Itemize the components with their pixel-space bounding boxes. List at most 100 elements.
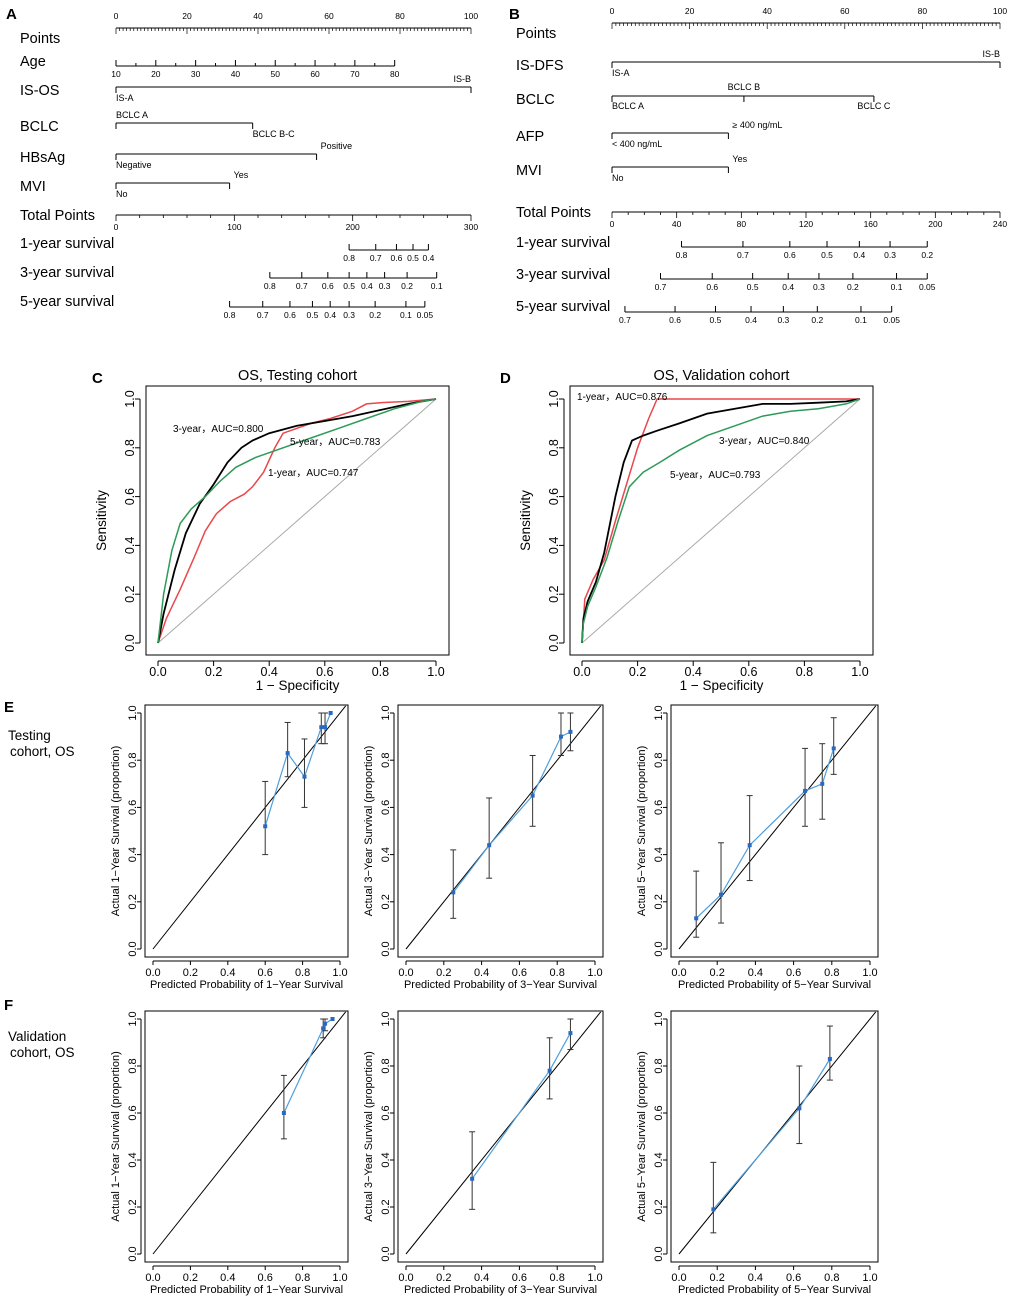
b-row-1-year-survival-tick-label: 0.7 [737, 250, 749, 260]
b-row-is-dfs-right-label: IS-B [982, 49, 1000, 59]
cal-e1-xlabel: Predicted Probability of 1−Year Survival [150, 979, 343, 991]
a-row-age-tick-label: 10 [111, 69, 121, 79]
cal-f1-ideal-line [152, 1011, 347, 1255]
b-row-3-year-survival-tick-label: 0.4 [782, 282, 794, 292]
cal-f3-x-tick-label: 1.0 [862, 1272, 877, 1284]
cal-e2-observed-line [452, 731, 571, 893]
a-row-mvi-right-label: Yes [234, 170, 249, 180]
a-row-5-year-survival-tick-label: 0.2 [369, 310, 381, 320]
roc-c-y-tick-label: 0.8 [123, 439, 137, 456]
b-row-total-points-tick-label: 200 [928, 219, 942, 229]
cal-f3-observed-line [712, 1058, 831, 1210]
cal-e3-x-tick-label: 0.8 [824, 967, 839, 979]
cal-f2-observed-line [471, 1032, 571, 1180]
cal-f2-y-tick-label: 0.2 [380, 1199, 392, 1214]
b-row-points-tick-label: 100 [993, 6, 1007, 16]
roc-c-curve-1-year [157, 398, 437, 644]
roc-c-x-tick-label: 0.2 [205, 665, 222, 679]
b-row-total-points-tick-label: 40 [672, 219, 682, 229]
a-row-3-year-survival-label: 3-year survival [20, 265, 114, 281]
a-row-1-year-survival-tick-label: 0.7 [370, 253, 382, 263]
cal-e3-y-tick-label: 0.6 [653, 800, 665, 815]
a-row-age-tick-label: 50 [271, 69, 281, 79]
cal-e3-ylabel: Actual 5−Year Survival (proportion) [636, 746, 648, 917]
cal-f3-point [711, 1207, 716, 1212]
cal-e1-x-tick-label: 0.8 [295, 967, 310, 979]
a-row-hbsag-label: HBsAg [20, 150, 65, 166]
a-row-3-year-survival-tick-label: 0.7 [296, 281, 308, 291]
b-row-5-year-survival-tick-label: 0.1 [855, 315, 867, 325]
cal-e2-y-tick-label: 0.2 [380, 894, 392, 909]
cal-f1-y-tick-label: 0.0 [127, 1246, 139, 1261]
a-row-total-points-tick-label: 300 [464, 222, 478, 232]
cal-e1-point [328, 711, 333, 715]
b-row-total-points-tick-label: 0 [610, 219, 615, 229]
b-row-is-dfs-left-label: IS-A [612, 68, 630, 78]
cal-e2-y-tick-label: 0.0 [380, 941, 392, 956]
panel-label-a: A [6, 6, 17, 23]
cal-f3-y-tick-label: 0.8 [653, 1058, 665, 1073]
roc-testing: OS, Testing cohort 0.0 0.0 0.2 0.2 0.4 0.4 0.6 0… [94, 368, 450, 693]
cal-f1-y-tick-label: 0.4 [127, 1152, 139, 1167]
b-row-bclc-left-label: BCLC A [612, 101, 644, 111]
roc-d-y-tick-label: 0.8 [547, 439, 561, 456]
b-row-mvi-label: MVI [516, 163, 542, 179]
cal-e3-point [719, 892, 724, 897]
cal-f1-frame [144, 1010, 349, 1263]
cal-f3-y-tick-label: 1.0 [653, 1011, 665, 1026]
a-row-hbsag-left-label: Negative [116, 160, 152, 170]
roc-d-x-tick-label: 0.2 [629, 665, 646, 679]
cal-e2-xlabel: Predicted Probability of 3−Year Survival [404, 979, 597, 991]
a-row-points-label: Points [20, 31, 60, 47]
cal-e2-point [568, 729, 573, 734]
panel-label-e: E [4, 699, 14, 716]
a-row-points-tick-label: 40 [253, 11, 263, 21]
b-row-1-year-survival-tick-label: 0.6 [784, 250, 796, 260]
calibration-validation-3y: 0.00.00.20.20.40.40.60.60.80.81.01.0Pred… [363, 1010, 604, 1296]
cal-f1-x-tick-label: 0.0 [145, 1272, 160, 1284]
roc-d-y-tick-label: 0.6 [547, 488, 561, 505]
b-row-3-year-survival-tick-label: 0.2 [847, 282, 859, 292]
b-row-total-points-tick-label: 120 [799, 219, 813, 229]
a-row-points-tick-label: 60 [324, 11, 334, 21]
roc-c-curve-5-year [157, 398, 437, 644]
a-row-age-tick-label: 40 [231, 69, 241, 79]
cal-e3-y-tick-label: 0.0 [653, 941, 665, 956]
b-row-1-year-survival-tick-label: 0.4 [853, 250, 865, 260]
b-row-points-tick-label: 60 [840, 6, 850, 16]
roc-d-x-tick-label: 0.6 [740, 665, 757, 679]
a-row-1-year-survival-tick-label: 0.4 [422, 253, 434, 263]
cal-e1-x-tick-label: 0.6 [258, 967, 273, 979]
nomogram-b: Points 0 20 40 60 80 100 IS-DFS IS-A IS-B BCLC BCLC… [516, 6, 1007, 325]
a-row-is-os-left-label: IS-A [116, 93, 134, 103]
a-row-age-tick-label: 70 [350, 69, 360, 79]
cal-e1-x-tick-label: 0.0 [145, 967, 160, 979]
a-row-3-year-survival-tick-label: 0.6 [322, 281, 334, 291]
cal-f3-y-tick-label: 0.0 [653, 1246, 665, 1261]
cal-e1-y-tick-label: 0.0 [127, 941, 139, 956]
roc-c-frame [145, 385, 450, 656]
cal-e2-point [530, 793, 535, 798]
roc-d-auc-label-3-year: 3-year，AUC=0.840 [719, 436, 810, 447]
b-row-3-year-survival-tick-label: 0.5 [747, 282, 759, 292]
roc-d-title: OS, Validation cohort [654, 368, 790, 384]
cal-f3-x-tick-label: 0.4 [748, 1272, 763, 1284]
b-row-is-dfs-label: IS-DFS [516, 58, 564, 74]
cal-e2-ideal-line [405, 705, 602, 950]
cal-e1-y-tick-label: 0.8 [127, 753, 139, 768]
b-row-1-year-survival-tick-label: 0.2 [921, 250, 933, 260]
cal-e3-point [820, 781, 825, 786]
a-row-5-year-survival-tick-label: 0.05 [417, 310, 434, 320]
a-row-5-year-survival-tick-label: 0.4 [324, 310, 336, 320]
roc-c-x-tick-label: 0.4 [261, 665, 278, 679]
b-row-points-tick-label: 0 [610, 6, 615, 16]
cal-f2-x-tick-label: 0.4 [474, 1272, 489, 1284]
cal-e2-x-tick-label: 0.4 [474, 967, 489, 979]
roc-d-x-tick-label: 0.0 [573, 665, 590, 679]
b-row-3-year-survival-tick-label: 0.6 [706, 282, 718, 292]
cal-f1-y-tick-label: 0.2 [127, 1199, 139, 1214]
side-label-f-line2: cohort, OS [10, 1045, 75, 1060]
cal-e1-point [302, 774, 307, 779]
b-row-points-tick-label: 40 [762, 6, 772, 16]
